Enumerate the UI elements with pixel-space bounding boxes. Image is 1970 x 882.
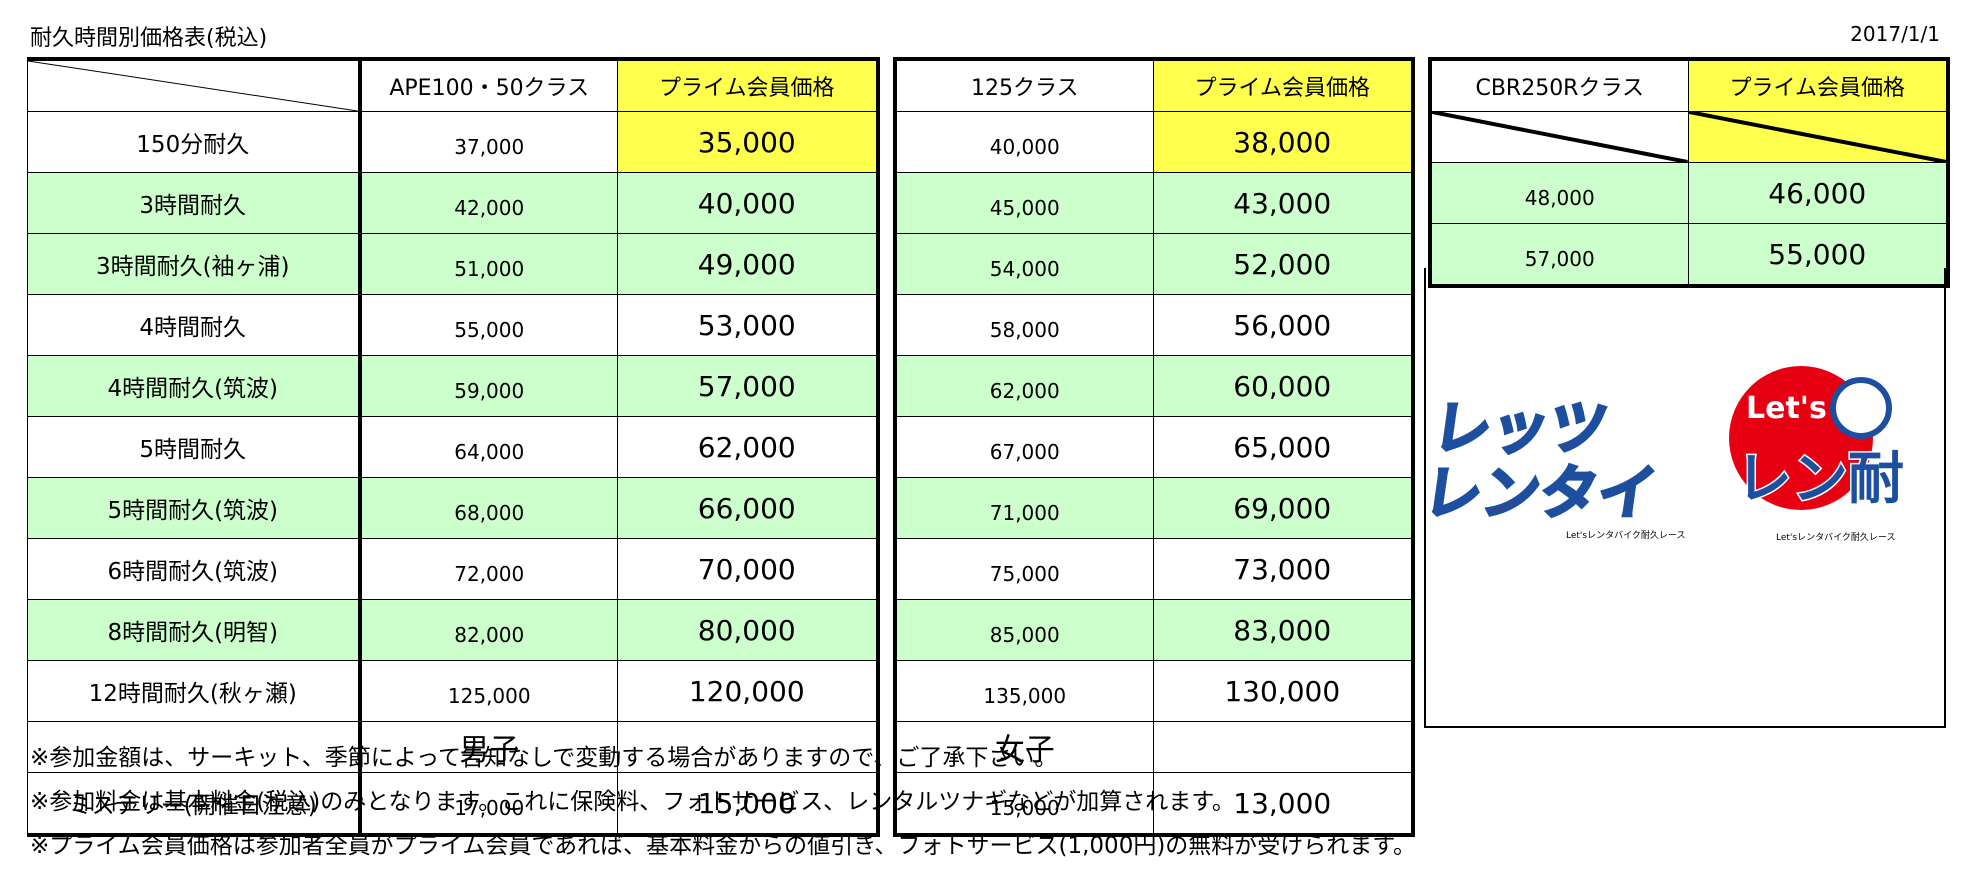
ape-price: 59,000 — [357, 355, 618, 417]
page-title: 耐久時間別価格表(税込) — [30, 26, 268, 51]
na-cell — [1687, 111, 1950, 163]
row-label: 4時間耐久(筑波) — [27, 355, 360, 417]
ape-price: 51,000 — [357, 233, 618, 295]
logo1-subtitle: Let'sレンタバイク耐久レース — [1566, 529, 1685, 541]
ape-prime-price: 66,000 — [617, 477, 880, 539]
125-prime-price: 130,000 — [1152, 660, 1415, 722]
125-price: 62,000 — [893, 355, 1154, 417]
125-price: 54,000 — [893, 233, 1154, 295]
empty-cell — [27, 721, 360, 773]
row-label: 12時間耐久(秋ヶ瀬) — [27, 660, 360, 722]
logo1-line1: レッツ — [1429, 394, 1612, 462]
note-1: ※参加金額は、サーキット、季節によって告知なしで変動する場合がありますので、ご了… — [30, 745, 1058, 771]
logo2-top-text: Let's — [1746, 391, 1827, 426]
male-label: 男子 — [357, 721, 618, 773]
125-price: 15,000 — [893, 772, 1154, 837]
empty-cell — [617, 721, 880, 773]
125-price: 85,000 — [893, 599, 1154, 661]
row-label: 6時間耐久(筑波) — [27, 538, 360, 600]
logo-area: レッツ レンタイ Let'sレンタバイク耐久レース Let's レン耐 Let'… — [1418, 268, 1946, 728]
header-prime-price: プライム会員価格 — [1152, 57, 1415, 112]
125-prime-price: 56,000 — [1152, 294, 1415, 356]
header-cbr-class: CBR250Rクラス — [1428, 57, 1689, 112]
logo1-line2: レンタイ — [1426, 459, 1661, 527]
logo2-main-text: レン耐 — [1736, 447, 1904, 512]
row-label: 8時間耐久(明智) — [27, 599, 360, 661]
ape-prime-price: 80,000 — [617, 599, 880, 661]
ape-price: 37,000 — [357, 111, 618, 173]
row-label: ミステリー(開催日注意) — [27, 772, 360, 837]
na-cell — [1428, 111, 1689, 163]
ape-prime-price: 62,000 — [617, 416, 880, 478]
ape-prime-price: 120,000 — [617, 660, 880, 722]
female-label: 女子 — [893, 721, 1154, 773]
125-price: 45,000 — [893, 172, 1154, 234]
row-label: 3時間耐久(袖ヶ浦) — [27, 233, 360, 295]
row-label: 4時間耐久 — [27, 294, 360, 356]
cbr-price: 57,000 — [1428, 223, 1689, 288]
note-2: ※参加料金は基本料金(税込)のみとなります。これに保険料、フォトサービス、レンタ… — [30, 789, 1235, 815]
ape-prime-price: 57,000 — [617, 355, 880, 417]
price-table-125: 125クラス プライム会員価格 40,000 38,000 45,000 43,000… — [893, 57, 1415, 837]
125-prime-price: 83,000 — [1152, 599, 1415, 661]
empty-cell — [1152, 721, 1415, 773]
ape-price: 82,000 — [357, 599, 618, 661]
date-label: 2017/1/1 — [1850, 22, 1940, 46]
logo2-subtitle: Let'sレンタバイク耐久レース — [1776, 531, 1895, 543]
ape-price: 125,000 — [357, 660, 618, 722]
ape-price: 72,000 — [357, 538, 618, 600]
125-price: 58,000 — [893, 294, 1154, 356]
ape-prime-price: 15,000 — [617, 772, 880, 837]
price-table-ape: APE100・50クラス プライム会員価格 150分耐久 37,000 35,000… — [27, 57, 880, 837]
logo2-ring — [1830, 377, 1892, 439]
ape-prime-price: 35,000 — [617, 111, 880, 173]
ape-price: 17,000 — [357, 772, 618, 837]
125-prime-price: 13,000 — [1152, 772, 1415, 837]
header-ape-class: APE100・50クラス — [357, 57, 618, 112]
125-prime-price: 65,000 — [1152, 416, 1415, 478]
cbr-price: 48,000 — [1428, 162, 1689, 224]
row-label: 150分耐久 — [27, 111, 360, 173]
125-prime-price: 43,000 — [1152, 172, 1415, 234]
header-prime-price: プライム会員価格 — [1687, 57, 1950, 112]
ape-prime-price: 70,000 — [617, 538, 880, 600]
125-price: 40,000 — [893, 111, 1154, 173]
ape-price: 64,000 — [357, 416, 618, 478]
125-price: 67,000 — [893, 416, 1154, 478]
125-prime-price: 38,000 — [1152, 111, 1415, 173]
cbr-prime-price: 46,000 — [1687, 162, 1950, 224]
row-label: 5時間耐久 — [27, 416, 360, 478]
ape-prime-price: 40,000 — [617, 172, 880, 234]
lets-rentai-logo: レッツ レンタイ Let'sレンタバイク耐久レース — [1418, 393, 1685, 541]
125-prime-price: 52,000 — [1152, 233, 1415, 295]
125-prime-price: 60,000 — [1152, 355, 1415, 417]
ape-price: 42,000 — [357, 172, 618, 234]
corner-cell — [27, 57, 360, 112]
125-price: 75,000 — [893, 538, 1154, 600]
ape-prime-price: 49,000 — [617, 233, 880, 295]
ape-price: 68,000 — [357, 477, 618, 539]
lets-renkai-logo: Let's レン耐 Let'sレンタバイク耐久レース — [1729, 366, 1906, 543]
header-prime-price: プライム会員価格 — [617, 57, 880, 112]
125-prime-price: 73,000 — [1152, 538, 1415, 600]
125-prime-price: 69,000 — [1152, 477, 1415, 539]
row-label: 5時間耐久(筑波) — [27, 477, 360, 539]
note-3: ※プライム会員価格は参加者全員がプライム会員であれば、基本料金からの値引き、フォ… — [30, 833, 1417, 859]
125-price: 71,000 — [893, 477, 1154, 539]
ape-price: 55,000 — [357, 294, 618, 356]
125-price: 135,000 — [893, 660, 1154, 722]
row-label: 3時間耐久 — [27, 172, 360, 234]
header-125-class: 125クラス — [893, 57, 1154, 112]
price-table-cbr: CBR250Rクラス プライム会員価格 48,000 46,000 57,000 55… — [1428, 57, 1950, 288]
logos-svg: レッツ レンタイ Let'sレンタバイク耐久レース Let's レン耐 Let'… — [1418, 366, 1906, 543]
ape-prime-price: 53,000 — [617, 294, 880, 356]
cbr-prime-price: 55,000 — [1687, 223, 1950, 288]
